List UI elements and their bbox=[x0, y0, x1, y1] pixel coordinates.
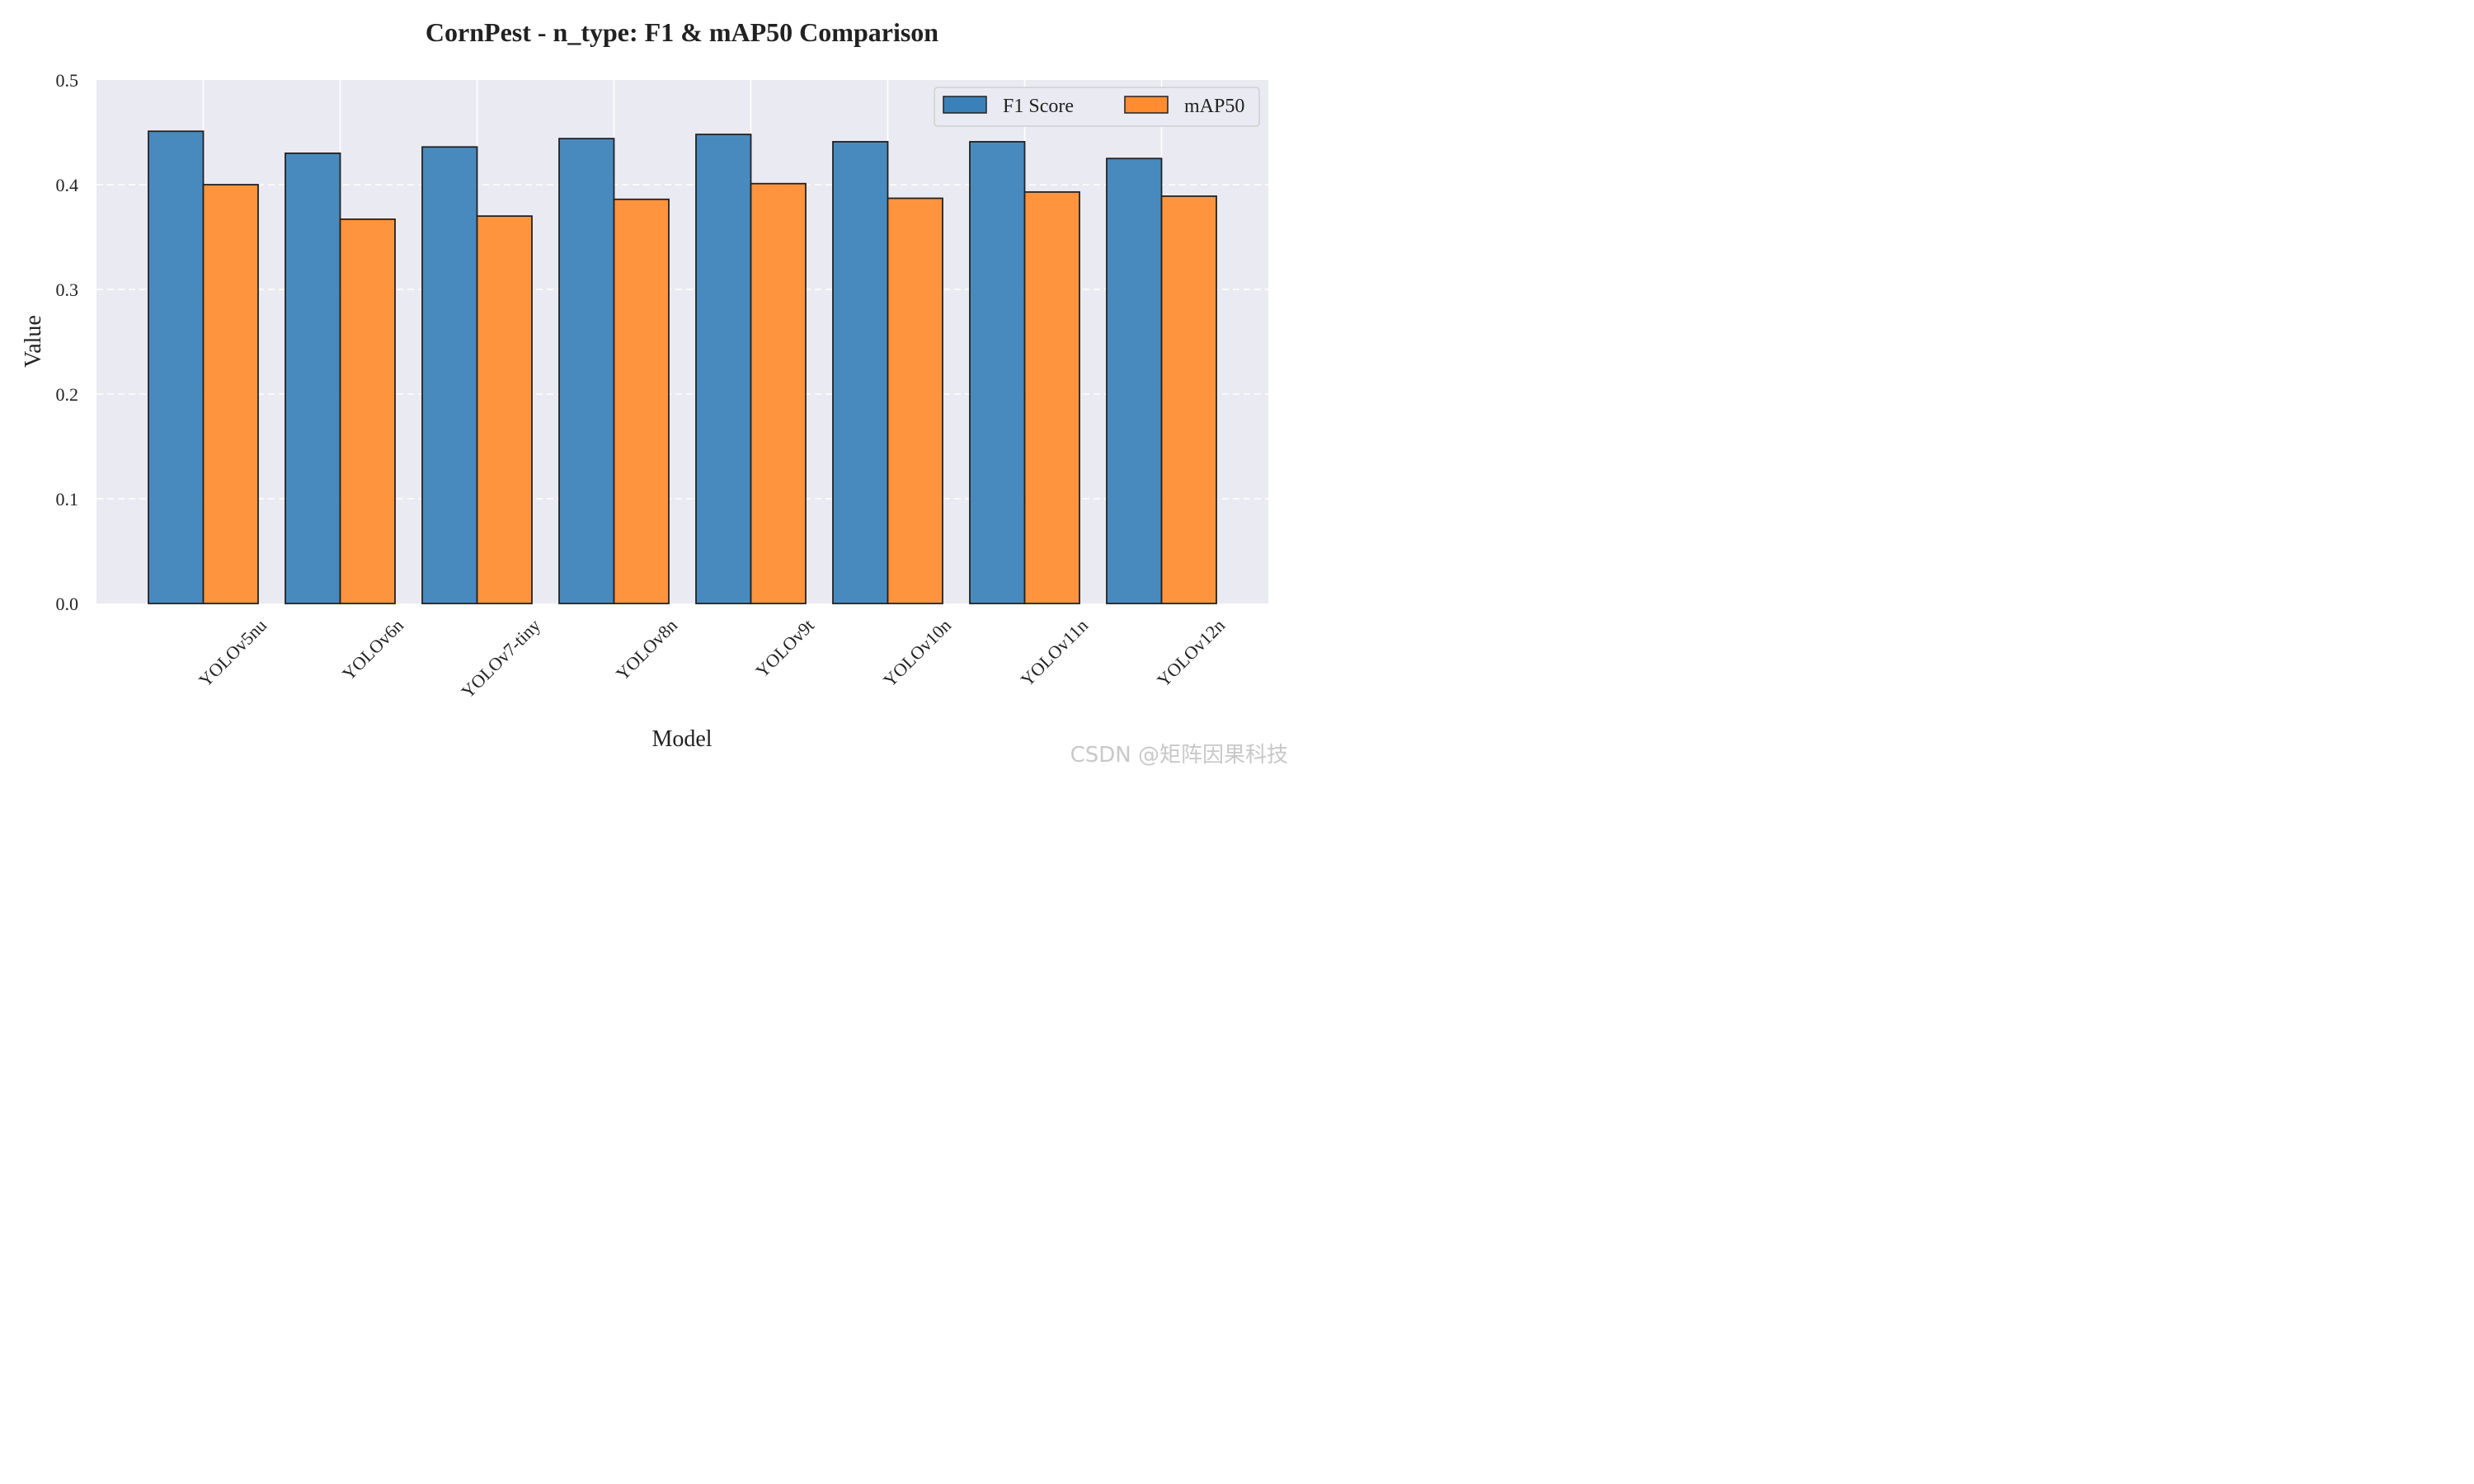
watermark: CSDN @矩阵因果科技 bbox=[1070, 743, 1288, 768]
bar-map50 bbox=[476, 215, 533, 604]
x-tick-label: YOLOv5nu bbox=[195, 615, 270, 691]
x-axis-label: Model bbox=[651, 726, 712, 752]
bar-map50 bbox=[750, 182, 807, 604]
bar-f1-score bbox=[832, 141, 889, 604]
bar-chart: 0.0 0.1 0.2 0.3 0.4 0.5 YOLOv5nu YOLOv6n YOLOv7… bbox=[21, 17, 1288, 768]
y-axis-label: Value bbox=[21, 315, 46, 368]
bar-map50 bbox=[339, 218, 396, 604]
bar-f1-score bbox=[285, 152, 341, 604]
x-ticks: YOLOv5nu YOLOv6n YOLOv7-tiny YOLOv8n YOLOv9t… bbox=[195, 615, 1229, 702]
bar-map50 bbox=[887, 197, 943, 604]
y-ticks: 0.0 0.1 0.2 0.3 0.4 0.5 bbox=[56, 70, 79, 614]
bar-map50 bbox=[613, 198, 670, 604]
y-tick-label: 0.4 bbox=[56, 175, 79, 195]
legend-swatch-map50 bbox=[1124, 96, 1169, 114]
x-tick-label: YOLOv10n bbox=[879, 615, 955, 691]
chart: 0.0 0.1 0.2 0.3 0.4 0.5 YOLOv5nu YOLOv6n YOLOv7… bbox=[0, 0, 1291, 775]
y-tick-label: 0.5 bbox=[56, 70, 79, 91]
legend-box bbox=[934, 87, 1260, 127]
y-tick-label: 0.3 bbox=[56, 279, 79, 300]
x-tick-label: YOLOv8n bbox=[612, 615, 681, 684]
y-tick-label: 0.2 bbox=[56, 384, 79, 405]
x-tick-label: YOLOv6n bbox=[338, 615, 407, 684]
bar-map50 bbox=[1160, 195, 1217, 604]
bar-f1-score bbox=[695, 134, 752, 604]
bar-map50 bbox=[202, 184, 259, 604]
chart-title: CornPest - n_type: F1 & mAP50 Comparison bbox=[426, 17, 938, 47]
legend-swatch-f1-score bbox=[943, 96, 987, 114]
y-tick-label: 0.0 bbox=[56, 594, 79, 614]
bar-f1-score bbox=[421, 146, 478, 604]
legend-label-map50: mAP50 bbox=[1184, 96, 1244, 117]
legend: F1 Score mAP50 bbox=[934, 87, 1260, 127]
bar-f1-score bbox=[969, 141, 1026, 604]
x-tick-label: YOLOv11n bbox=[1017, 615, 1092, 690]
legend-label-f1-score: F1 Score bbox=[1003, 96, 1074, 117]
bar-f1-score bbox=[558, 138, 615, 604]
x-tick-label: YOLOv7-tiny bbox=[457, 615, 544, 702]
plot-background bbox=[96, 80, 1268, 603]
x-tick-label: YOLOv9t bbox=[751, 615, 818, 682]
bars bbox=[148, 130, 1217, 604]
bar-f1-score bbox=[148, 130, 205, 604]
bar-f1-score bbox=[1106, 157, 1163, 604]
x-tick-label: YOLOv12n bbox=[1153, 615, 1229, 691]
y-tick-label: 0.1 bbox=[56, 489, 79, 510]
bar-map50 bbox=[1023, 190, 1080, 604]
